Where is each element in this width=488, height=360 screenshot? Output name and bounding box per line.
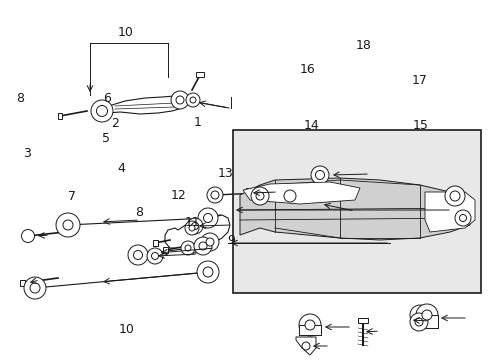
Circle shape — [194, 237, 212, 255]
Text: 12: 12 — [170, 189, 186, 202]
Circle shape — [181, 241, 195, 255]
Circle shape — [184, 221, 199, 235]
Text: 5: 5 — [102, 132, 109, 145]
Circle shape — [171, 91, 189, 109]
Polygon shape — [164, 215, 229, 253]
Circle shape — [190, 97, 196, 103]
Text: 13: 13 — [218, 167, 233, 180]
Text: 17: 17 — [411, 74, 427, 87]
Polygon shape — [245, 188, 251, 195]
Circle shape — [185, 93, 200, 107]
Circle shape — [96, 105, 107, 117]
Circle shape — [199, 242, 206, 250]
Circle shape — [302, 342, 309, 350]
Text: 9: 9 — [226, 234, 234, 247]
Circle shape — [210, 191, 219, 199]
Text: 6: 6 — [102, 92, 110, 105]
Circle shape — [176, 96, 183, 104]
Polygon shape — [20, 280, 25, 286]
Polygon shape — [240, 178, 469, 240]
Circle shape — [91, 100, 113, 122]
Circle shape — [203, 213, 212, 222]
Circle shape — [30, 283, 40, 293]
Circle shape — [133, 251, 142, 260]
Circle shape — [63, 220, 73, 230]
Polygon shape — [424, 192, 474, 232]
Circle shape — [201, 233, 219, 251]
Circle shape — [198, 208, 218, 228]
Polygon shape — [243, 182, 359, 204]
Circle shape — [305, 320, 314, 330]
Polygon shape — [298, 325, 320, 335]
Circle shape — [186, 218, 203, 234]
Text: 11: 11 — [184, 216, 200, 229]
Text: 10: 10 — [118, 27, 134, 40]
Circle shape — [56, 213, 80, 237]
Polygon shape — [58, 113, 62, 119]
Text: 14: 14 — [303, 119, 319, 132]
Text: 1: 1 — [194, 116, 202, 129]
Circle shape — [205, 238, 214, 246]
Polygon shape — [153, 240, 158, 246]
Polygon shape — [415, 315, 437, 328]
Text: 18: 18 — [355, 39, 371, 52]
Circle shape — [128, 245, 148, 265]
Circle shape — [409, 313, 427, 331]
Text: 7: 7 — [68, 190, 76, 203]
Bar — [232, 130, 480, 293]
Text: 16: 16 — [299, 63, 314, 76]
Circle shape — [313, 190, 325, 202]
Polygon shape — [163, 247, 168, 253]
Circle shape — [256, 192, 264, 200]
Polygon shape — [357, 318, 367, 323]
Circle shape — [421, 310, 431, 320]
Circle shape — [444, 186, 464, 206]
Circle shape — [197, 261, 219, 283]
Circle shape — [24, 277, 46, 299]
Circle shape — [409, 305, 429, 325]
Circle shape — [21, 230, 35, 243]
Circle shape — [151, 252, 158, 260]
Polygon shape — [196, 72, 203, 77]
Polygon shape — [102, 95, 190, 114]
Circle shape — [147, 248, 163, 264]
Text: 15: 15 — [412, 119, 427, 132]
Circle shape — [184, 245, 191, 251]
Circle shape — [206, 187, 223, 203]
Text: 10: 10 — [118, 323, 134, 336]
Circle shape — [414, 318, 422, 326]
Circle shape — [315, 171, 324, 180]
Circle shape — [284, 190, 295, 202]
Text: 3: 3 — [23, 147, 31, 160]
Circle shape — [191, 222, 198, 230]
Text: 4: 4 — [117, 162, 125, 175]
Polygon shape — [295, 337, 315, 355]
Text: 8: 8 — [17, 93, 24, 105]
Circle shape — [415, 304, 437, 326]
Circle shape — [454, 210, 470, 226]
Text: 2: 2 — [111, 117, 119, 130]
Text: 8: 8 — [135, 206, 142, 219]
Circle shape — [298, 314, 320, 336]
Circle shape — [459, 215, 466, 221]
Circle shape — [203, 267, 213, 277]
Circle shape — [449, 191, 459, 201]
Circle shape — [189, 225, 195, 231]
Circle shape — [250, 187, 268, 205]
Circle shape — [310, 166, 328, 184]
